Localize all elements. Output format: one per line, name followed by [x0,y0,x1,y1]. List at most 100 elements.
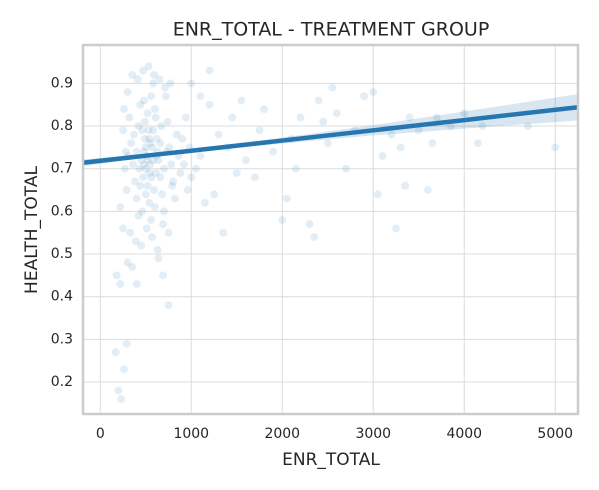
point [156,172,165,182]
point [152,134,161,144]
point [291,164,301,173]
point [237,96,246,105]
point [128,160,138,169]
point [145,134,154,144]
point [154,254,163,263]
x-tick-label: 1000 [173,426,209,442]
point [143,109,152,118]
point [156,138,165,148]
point [259,104,269,114]
point [120,164,130,173]
point [205,66,214,75]
point [119,364,129,374]
point [138,66,148,75]
point [250,172,260,182]
point [241,155,251,165]
point [118,126,128,135]
point [359,91,369,101]
point [132,279,141,289]
point [305,219,314,229]
point [373,190,383,199]
point [478,121,487,131]
point [218,228,228,237]
point [127,262,137,272]
point [172,130,181,139]
point [136,181,145,191]
x-tick-label: 2000 [264,426,300,442]
point [150,104,160,114]
point [135,164,144,173]
point [142,224,151,233]
point [129,130,139,139]
point [139,96,149,105]
point [132,194,141,203]
point [309,232,319,242]
point [227,113,237,122]
point [151,113,161,122]
point [232,168,242,178]
y-axis-label: HEALTH_TOTAL [22,166,42,294]
point [144,126,153,135]
point [147,232,157,242]
point [328,83,337,92]
point [176,168,185,178]
point [111,347,121,357]
point [158,271,168,280]
point [396,143,405,152]
chart-title: ENR_TOTAL - TREATMENT GROUP [173,19,490,41]
point [114,386,123,395]
point [183,185,192,195]
point [428,138,437,148]
x-tick-label: 4000 [446,426,482,442]
point [136,100,145,109]
point [123,87,132,97]
point [460,109,469,118]
point [146,215,156,225]
point [163,117,172,127]
point [125,113,134,122]
point [134,211,143,220]
point [157,121,166,131]
point [122,339,131,348]
point [131,236,141,246]
point [391,224,401,233]
point [141,143,151,152]
x-tick-label: 0 [96,426,105,442]
point [133,74,142,84]
point [118,224,128,233]
regression-line [82,105,579,165]
y-tick-label: 0.7 [51,161,73,177]
point [148,79,158,88]
point [318,117,328,127]
point [473,138,483,148]
point [158,219,168,229]
point [140,117,150,127]
point [282,194,292,203]
point [167,181,177,191]
point [112,271,121,280]
point [122,185,131,195]
point [148,126,158,135]
point [141,164,151,173]
point [116,202,125,212]
point [205,100,214,109]
point [423,185,433,195]
point [126,228,135,237]
point [196,151,205,161]
plot-frame [81,43,580,416]
point [139,160,149,169]
point [177,134,187,144]
point [187,172,196,182]
point [137,126,147,135]
point [123,258,132,267]
point [134,121,143,131]
point [119,104,129,114]
point [126,138,136,148]
point [151,168,161,178]
point [141,190,151,199]
point [161,91,171,101]
point [140,134,150,144]
point [196,91,205,101]
point [296,113,305,122]
x-axis-label: ENR_TOTAL [282,450,380,470]
